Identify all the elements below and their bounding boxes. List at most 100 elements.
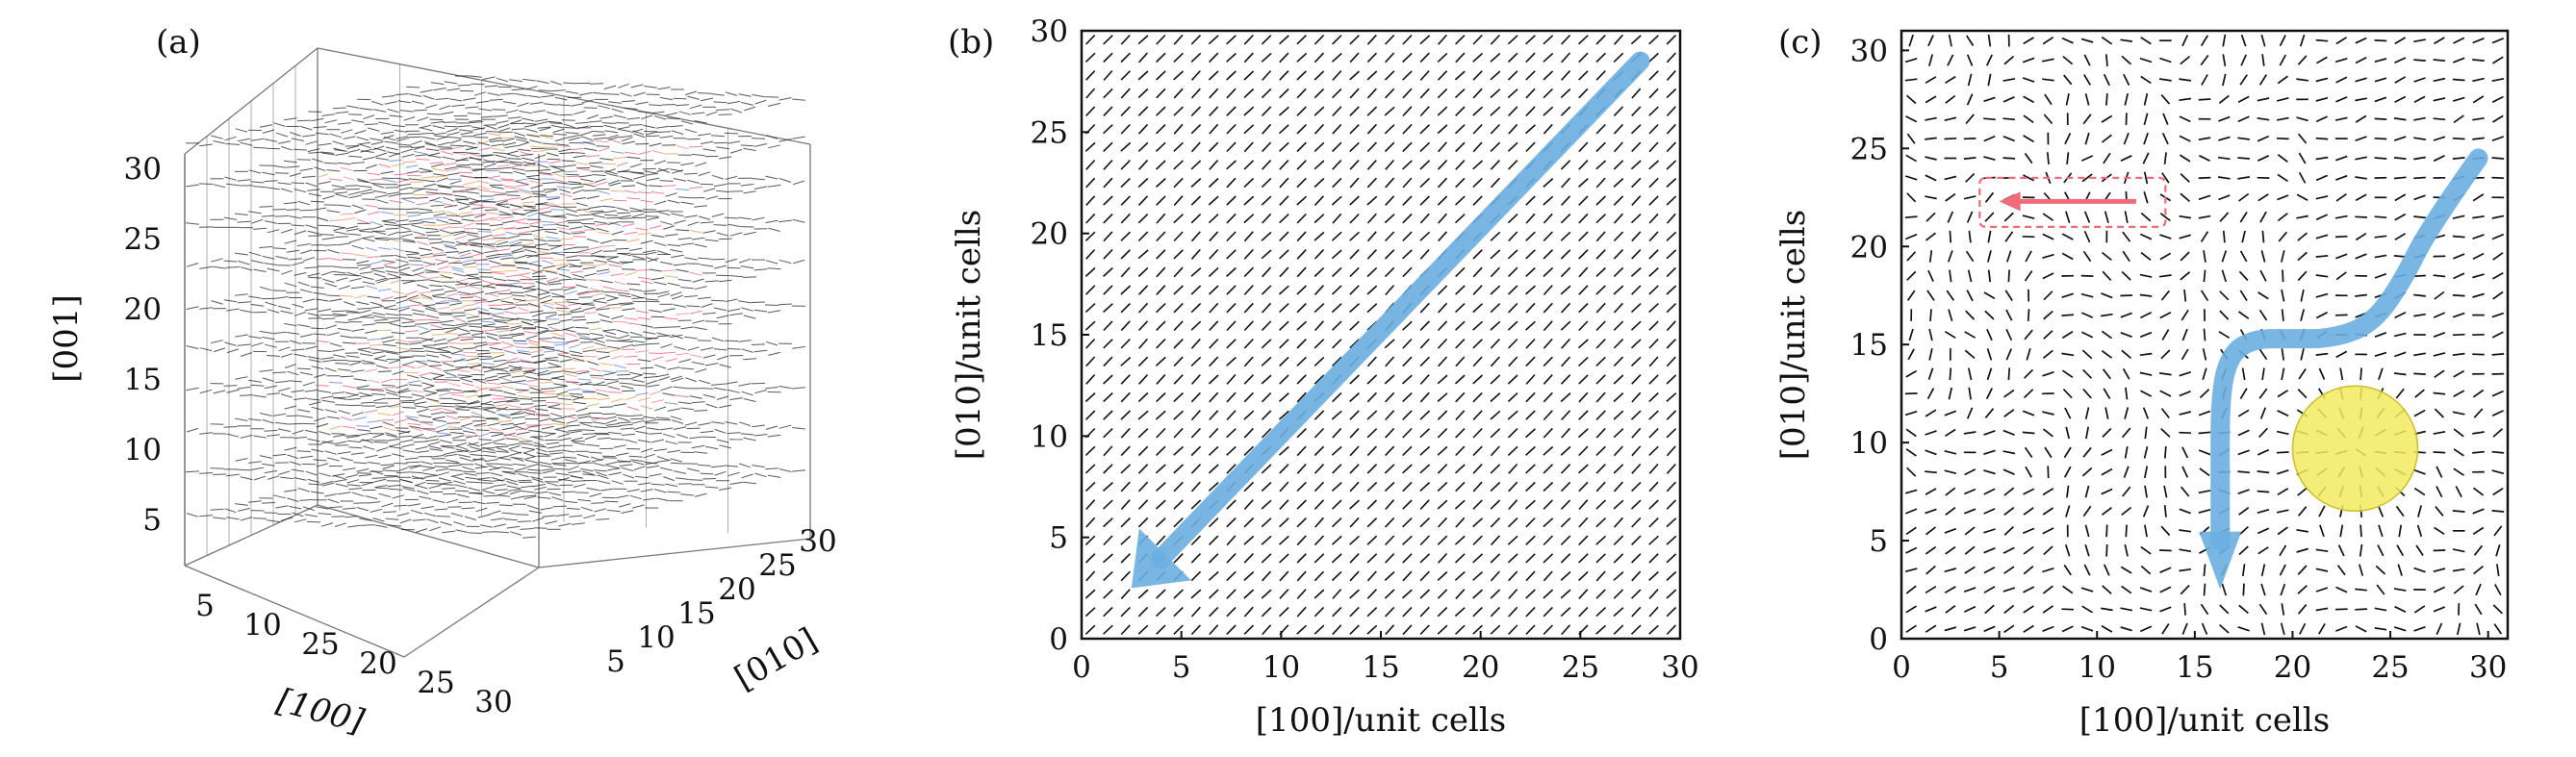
dipole-arrow bbox=[351, 204, 364, 210]
dipole-arrow bbox=[541, 135, 554, 139]
dipole-arrow bbox=[1437, 589, 1448, 599]
dipole-arrow bbox=[2239, 74, 2248, 86]
dipole-arrow bbox=[2023, 114, 2034, 124]
dipole-arrow bbox=[604, 335, 618, 339]
dipole-arrow bbox=[1384, 570, 1395, 581]
dipole-arrow bbox=[1648, 213, 1659, 224]
dipole-arrow bbox=[508, 239, 521, 244]
dipole-arrow bbox=[368, 127, 380, 132]
dipole-arrow bbox=[578, 174, 593, 178]
dipole-arrow bbox=[2080, 625, 2094, 632]
dipole-arrow bbox=[486, 212, 499, 215]
dipole-arrow bbox=[365, 330, 378, 334]
dipole-arrow bbox=[360, 148, 373, 153]
dipole-arrow bbox=[2142, 505, 2150, 517]
dipole-arrow bbox=[1155, 464, 1166, 474]
dipole-arrow bbox=[1314, 303, 1325, 314]
dipole-arrow bbox=[1437, 517, 1448, 528]
dipole-arrow bbox=[1137, 391, 1149, 403]
dipole-arrow bbox=[1925, 470, 1937, 474]
dipole-arrow bbox=[1138, 374, 1149, 385]
dipole-arrow bbox=[738, 463, 752, 468]
dipole-arrow bbox=[2101, 507, 2112, 516]
dipole-arrow bbox=[534, 154, 547, 160]
dipole-arrow bbox=[1120, 34, 1131, 45]
dipole-arrow bbox=[1261, 285, 1272, 295]
dipole-arrow bbox=[1419, 499, 1430, 510]
dipole-arrow bbox=[1454, 303, 1466, 314]
dipole-arrow bbox=[481, 486, 495, 491]
dipole-arrow bbox=[443, 362, 454, 367]
dipole-arrow bbox=[767, 310, 781, 314]
dipole-arrow bbox=[408, 341, 422, 345]
dipole-arrow bbox=[576, 248, 590, 253]
dipole-arrow bbox=[599, 319, 613, 323]
dipole-arrow bbox=[1525, 570, 1536, 582]
dipole-arrow bbox=[465, 435, 478, 439]
dipole-arrow bbox=[321, 317, 336, 320]
dipole-arrow bbox=[449, 432, 464, 435]
dipole-arrow bbox=[356, 301, 370, 305]
dipole-arrow bbox=[1103, 320, 1113, 332]
dipole-arrow bbox=[628, 289, 643, 291]
dipole-arrow bbox=[577, 378, 592, 381]
dipole-arrow bbox=[677, 483, 692, 485]
dipole-arrow bbox=[1963, 508, 1977, 515]
dipole-arrow bbox=[447, 465, 462, 467]
dipole-arrow bbox=[430, 454, 445, 458]
dipole-arrow bbox=[1543, 589, 1554, 599]
dipole-arrow bbox=[1366, 123, 1377, 135]
dipole-arrow bbox=[599, 488, 613, 492]
dipole-arrow bbox=[488, 427, 501, 432]
dipole-arrow bbox=[1173, 391, 1184, 403]
dipole-arrow bbox=[649, 104, 663, 107]
dipole-arrow bbox=[432, 374, 445, 380]
dipole-arrow bbox=[534, 491, 548, 494]
dipole-arrow bbox=[507, 197, 522, 200]
dipole-arrow bbox=[1366, 88, 1377, 99]
dipole-arrow bbox=[537, 250, 550, 254]
dipole-arrow bbox=[1419, 106, 1430, 117]
dipole-arrow bbox=[410, 390, 423, 393]
dipole-arrow bbox=[493, 400, 507, 404]
dipole-arrow bbox=[1543, 427, 1553, 439]
dipole-arrow bbox=[656, 250, 669, 255]
dipole-arrow bbox=[550, 209, 565, 211]
dipole-arrow bbox=[1490, 285, 1501, 295]
dipole-arrow bbox=[1279, 499, 1289, 510]
dipole-arrow bbox=[460, 214, 473, 217]
dipole-arrow bbox=[2023, 368, 2034, 379]
dipole-arrow bbox=[307, 438, 320, 442]
dipole-arrow bbox=[1384, 124, 1395, 135]
dipole-arrow bbox=[727, 266, 741, 269]
dipole-arrow bbox=[603, 85, 617, 89]
dipole-arrow bbox=[563, 414, 576, 418]
dipole-arrow bbox=[429, 241, 444, 244]
dipole-arrow bbox=[1103, 356, 1113, 367]
dipole-arrow bbox=[523, 411, 536, 416]
dipole-arrow bbox=[1332, 624, 1342, 636]
dipole-arrow bbox=[613, 156, 627, 160]
dipole-arrow bbox=[1384, 589, 1395, 599]
dipole-arrow bbox=[511, 375, 525, 378]
dipole-arrow bbox=[2061, 625, 2074, 633]
dipole-arrow bbox=[593, 469, 607, 472]
dipole-arrow bbox=[603, 124, 617, 129]
dipole-arrow bbox=[598, 190, 610, 195]
dipole-arrow bbox=[2219, 212, 2230, 222]
dipole-arrow bbox=[400, 233, 414, 238]
dipole-arrow bbox=[453, 358, 466, 363]
dipole-arrow bbox=[405, 164, 419, 168]
dipole-arrow bbox=[1926, 290, 1935, 301]
dipole-arrow bbox=[1543, 481, 1554, 492]
dipole-arrow bbox=[1666, 499, 1677, 510]
dipole-arrow bbox=[601, 370, 616, 374]
dipole-arrow bbox=[624, 107, 638, 110]
dipole-arrow bbox=[632, 343, 647, 346]
dipole-arrow bbox=[595, 139, 608, 143]
dipole-arrow bbox=[573, 318, 587, 321]
dipole-arrow bbox=[1314, 141, 1325, 152]
dipole-arrow bbox=[1507, 535, 1518, 545]
dipole-arrow bbox=[680, 120, 694, 125]
